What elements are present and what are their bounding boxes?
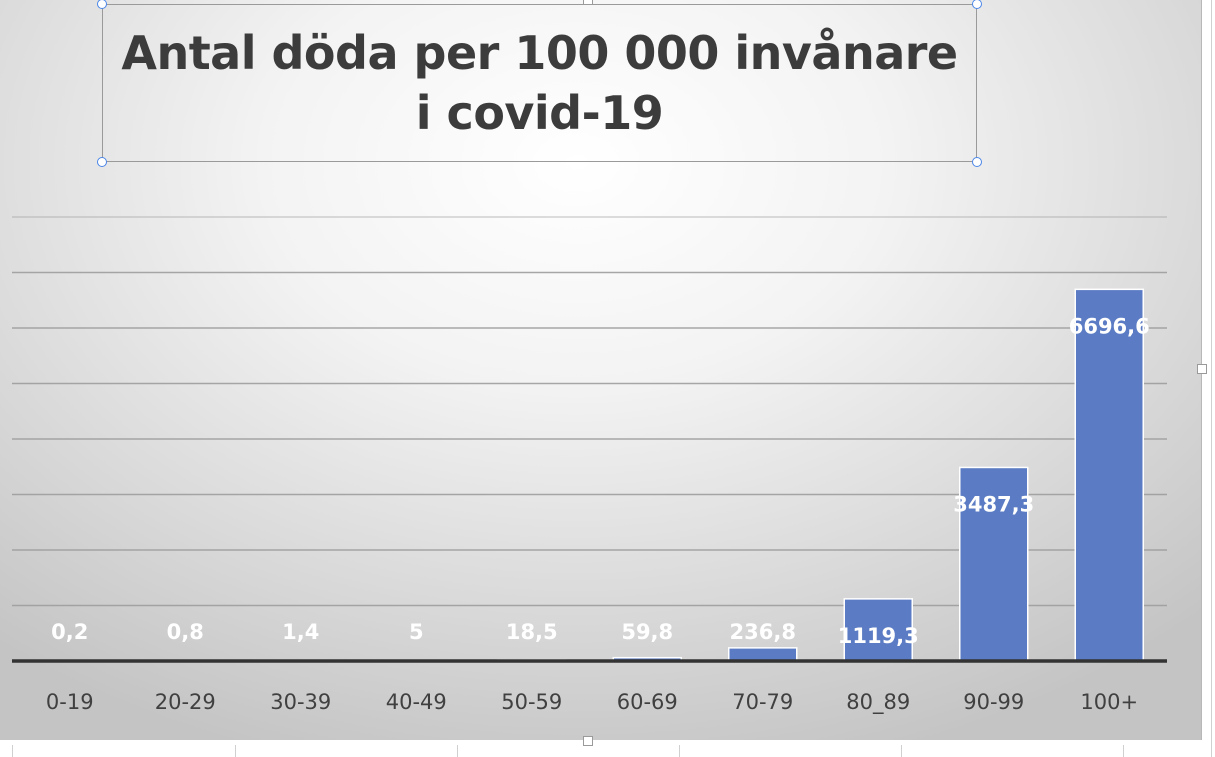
bar-70-79[interactable]	[728, 647, 798, 662]
data-label-100+: 6696,6	[1069, 314, 1150, 338]
sheet-column-divider	[12, 745, 13, 757]
sheet-column-divider	[901, 745, 902, 757]
sheet-column-divider	[679, 745, 680, 757]
data-label-60-69: 59,8	[621, 620, 673, 644]
category-label-0-19: 0-19	[46, 690, 94, 714]
category-label-100+: 100+	[1080, 690, 1138, 714]
sheet-column-divider	[235, 745, 236, 757]
category-label-20-29: 20-29	[155, 690, 216, 714]
bar-100+[interactable]	[1074, 288, 1144, 662]
chart-resize-handle-bottom[interactable]	[583, 736, 593, 746]
data-label-30-39: 1,4	[282, 620, 319, 644]
chart-title: Antal döda per 100 000 invånare i covid-…	[121, 26, 958, 140]
category-label-50-59: 50-59	[501, 690, 562, 714]
data-labels: 0,2 0,8 1,4 5 18,5 59,8 236,8 1119,3 3487,3 6696,…	[51, 314, 1150, 648]
bar-90-99[interactable]	[959, 466, 1029, 662]
category-axis-labels: 0-19 20-29 30-39 40-49 50-59 60-69 70-79 80_89 9…	[46, 690, 1138, 715]
title-resize-handle-top-right[interactable]	[972, 0, 982, 9]
data-label-50-59: 18,5	[506, 620, 558, 644]
title-resize-handle-bottom-right[interactable]	[972, 157, 982, 167]
category-label-40-49: 40-49	[386, 690, 447, 714]
data-label-80_89: 1119,3	[838, 624, 919, 648]
sheet-row-divider	[1211, 0, 1212, 757]
title-resize-handle-bottom-left[interactable]	[97, 157, 107, 167]
bar-80_89[interactable]	[843, 598, 913, 662]
spreadsheet-grid	[0, 740, 1215, 757]
chart-resize-handle-right[interactable]	[1197, 364, 1207, 374]
spreadsheet-margin	[1202, 0, 1215, 757]
data-label-70-79: 236,8	[730, 620, 796, 644]
category-label-80_89: 80_89	[846, 690, 910, 715]
category-label-90-99: 90-99	[963, 690, 1024, 714]
data-label-40-49: 5	[409, 620, 424, 644]
category-label-60-69: 60-69	[617, 690, 678, 714]
chart-title-box[interactable]: Antal döda per 100 000 invånare i covid-…	[102, 4, 977, 162]
data-label-0-19: 0,2	[51, 620, 88, 644]
category-label-30-39: 30-39	[270, 690, 331, 714]
chart-resize-handle-top[interactable]	[583, 0, 593, 5]
sheet-column-divider	[1123, 745, 1124, 757]
data-label-90-99: 3487,3	[953, 492, 1034, 516]
title-resize-handle-top-left[interactable]	[97, 0, 107, 9]
data-label-20-29: 0,8	[167, 620, 204, 644]
sheet-column-divider	[457, 745, 458, 757]
category-label-70-79: 70-79	[732, 690, 793, 714]
